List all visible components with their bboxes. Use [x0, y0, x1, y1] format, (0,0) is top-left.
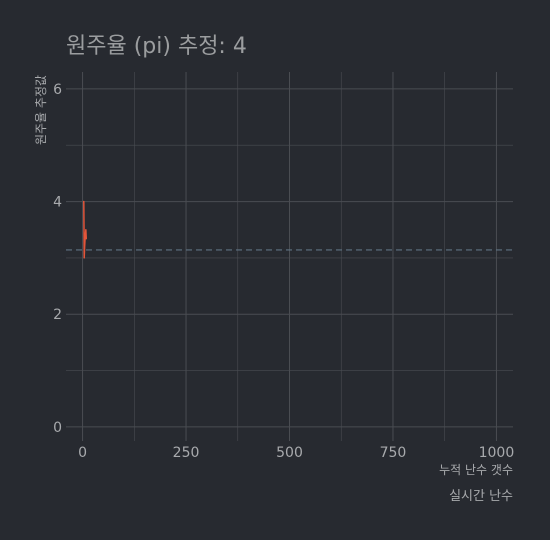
y-tick-label: 0	[53, 420, 62, 436]
y-tick-label: 4	[53, 195, 62, 211]
estimate-series-line	[82, 200, 88, 259]
x-tick-label: 750	[380, 445, 407, 461]
x-tick-label: 0	[78, 445, 87, 461]
x-axis-label: 누적 난수 갯수	[439, 463, 513, 477]
y-tick-label: 2	[53, 307, 62, 323]
x-tick-label: 500	[276, 445, 303, 461]
tick-layer: 0 250 500 750 1000 0 2 4 6	[53, 82, 514, 461]
y-tick-label: 6	[53, 82, 62, 98]
chart-title: 원주율 (pi) 추정: 4	[66, 34, 247, 59]
x-tick-label: 1000	[479, 445, 515, 461]
series-layer	[82, 200, 88, 259]
chart-caption: 실시간 난수	[449, 489, 513, 504]
y-axis-label: 원주율 추정값	[34, 75, 48, 145]
x-tick-label: 250	[173, 445, 200, 461]
grid-layer	[66, 72, 513, 441]
